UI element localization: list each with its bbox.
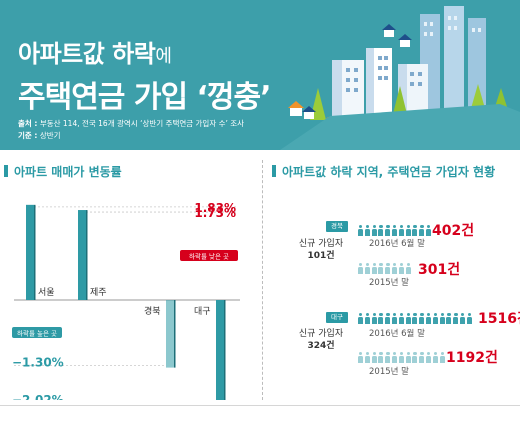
legend-tag-high-decline-text: 하락률 높은 곳 (17, 329, 57, 338)
person-icon (358, 225, 363, 236)
region-badge-daegu: 대구 (326, 312, 348, 323)
person-icon (405, 313, 411, 324)
period-daegu-2016: 2016년 6월 말 (369, 329, 425, 339)
person-icon (405, 352, 411, 363)
person-icon (432, 313, 438, 324)
period-daegu-2015: 2015년 말 (369, 367, 409, 377)
person-icon (453, 313, 459, 324)
person-icon (364, 313, 370, 324)
person-icon (405, 263, 411, 274)
bar-shadow (34, 204, 36, 300)
value-label: −1.30% (12, 356, 64, 370)
bar-대구 (216, 300, 224, 400)
value-label: −2.02% (12, 393, 64, 400)
header-banner: 아파트값 하락에 주택연금 가입 ‘껑충’ 출처 : 부동산 114, 전국 1… (0, 0, 520, 150)
city-illustration (280, 6, 520, 150)
person-icon (378, 352, 384, 363)
person-icon (466, 313, 472, 324)
legend-tag-low-decline (180, 250, 238, 261)
person-icon (358, 263, 363, 274)
person-icon (425, 352, 431, 363)
person-icon (412, 313, 418, 324)
title-line-2: 주택연금 가입 ‘껑충’ (18, 80, 271, 115)
count-daegu-2016: 1516건 (478, 311, 520, 327)
new-subscribers-gyeongbuk: 신규 가입자 101건 (298, 239, 344, 261)
person-icon (398, 225, 404, 236)
person-icon (398, 352, 404, 363)
person-icon (385, 263, 391, 274)
count-gyeongbuk-2016: 402건 (432, 223, 475, 239)
category-label: 제주 (90, 287, 107, 298)
bar-경북 (166, 300, 174, 368)
left-section-title: 아파트 매매가 변동률 (4, 163, 122, 180)
person-icon (391, 313, 397, 324)
bar-shadow (224, 300, 226, 400)
person-icon (385, 313, 391, 324)
person-icon (391, 225, 397, 236)
count-gyeongbuk-2015: 301건 (418, 262, 461, 278)
person-icon (371, 313, 377, 324)
person-icon (398, 313, 404, 324)
person-icon (358, 313, 363, 324)
new-subscribers-daegu: 신규 가입자 324건 (298, 329, 344, 351)
person-icon (446, 313, 452, 324)
title-line-1: 아파트값 하락에 (18, 40, 172, 68)
person-icon (412, 352, 418, 363)
person-icon (432, 352, 438, 363)
person-icon (391, 352, 397, 363)
person-icon (364, 225, 370, 236)
bar-서울 (26, 204, 34, 300)
person-icon (378, 225, 384, 236)
person-icon (439, 313, 445, 324)
person-icon (405, 225, 411, 236)
bar-shadow (174, 300, 176, 368)
source-line: 출처 : 부동산 114, 전국 16개 광역시 ‘상반기 주택연금 가입자 수… (18, 119, 245, 128)
right-section-title: 아파트값 하락 지역, 주택연금 가입자 현황 (272, 163, 495, 180)
price-change-bar-chart: 서울 1.83% 제주 1.73% 경북 −1.30% 대구 −2.02% 하락률 낮은 곳하락… (12, 201, 240, 400)
bar-shadow (86, 210, 88, 300)
person-icon (364, 263, 370, 274)
value-label: 1.83% (194, 201, 236, 215)
bar-제주 (78, 210, 86, 300)
region-badge-gyeongbuk: 경북 (326, 221, 348, 232)
person-icon (425, 225, 431, 236)
category-label: 대구 (194, 306, 211, 317)
period-gyeongbuk-2015: 2015년 말 (369, 278, 409, 288)
bottom-rule (0, 405, 520, 406)
person-icon (378, 263, 384, 274)
person-icon (412, 225, 418, 236)
count-daegu-2015: 1192건 (446, 350, 498, 366)
section-divider (262, 160, 263, 400)
legend-tag-high-decline (12, 327, 62, 338)
person-icon (425, 313, 431, 324)
category-label: 서울 (38, 287, 55, 298)
legend-tag-low-decline-text: 하락률 낮은 곳 (189, 252, 229, 261)
person-icon (371, 263, 377, 274)
icon-row-gyeongbuk-2015 (358, 260, 412, 274)
person-icon (419, 313, 425, 324)
value-label: 1.73% (194, 206, 236, 220)
person-icon (371, 352, 377, 363)
person-icon (385, 352, 391, 363)
person-icon (371, 225, 377, 236)
person-icon (364, 352, 370, 363)
person-icon (419, 352, 425, 363)
person-icon (459, 313, 465, 324)
icon-row-daegu-2015 (358, 349, 446, 363)
person-icon (391, 263, 397, 274)
basis-line: 기준 : 상반기 (18, 131, 61, 140)
person-icon (358, 352, 363, 363)
icon-row-gyeongbuk-2016 (358, 222, 433, 236)
icon-row-daegu-2016 (358, 310, 474, 324)
person-icon (398, 263, 404, 274)
person-icon (385, 225, 391, 236)
category-label: 경북 (144, 305, 161, 317)
period-gyeongbuk-2016: 2016년 6월 말 (369, 239, 425, 249)
person-icon (439, 352, 445, 363)
person-icon (378, 313, 384, 324)
person-icon (419, 225, 425, 236)
